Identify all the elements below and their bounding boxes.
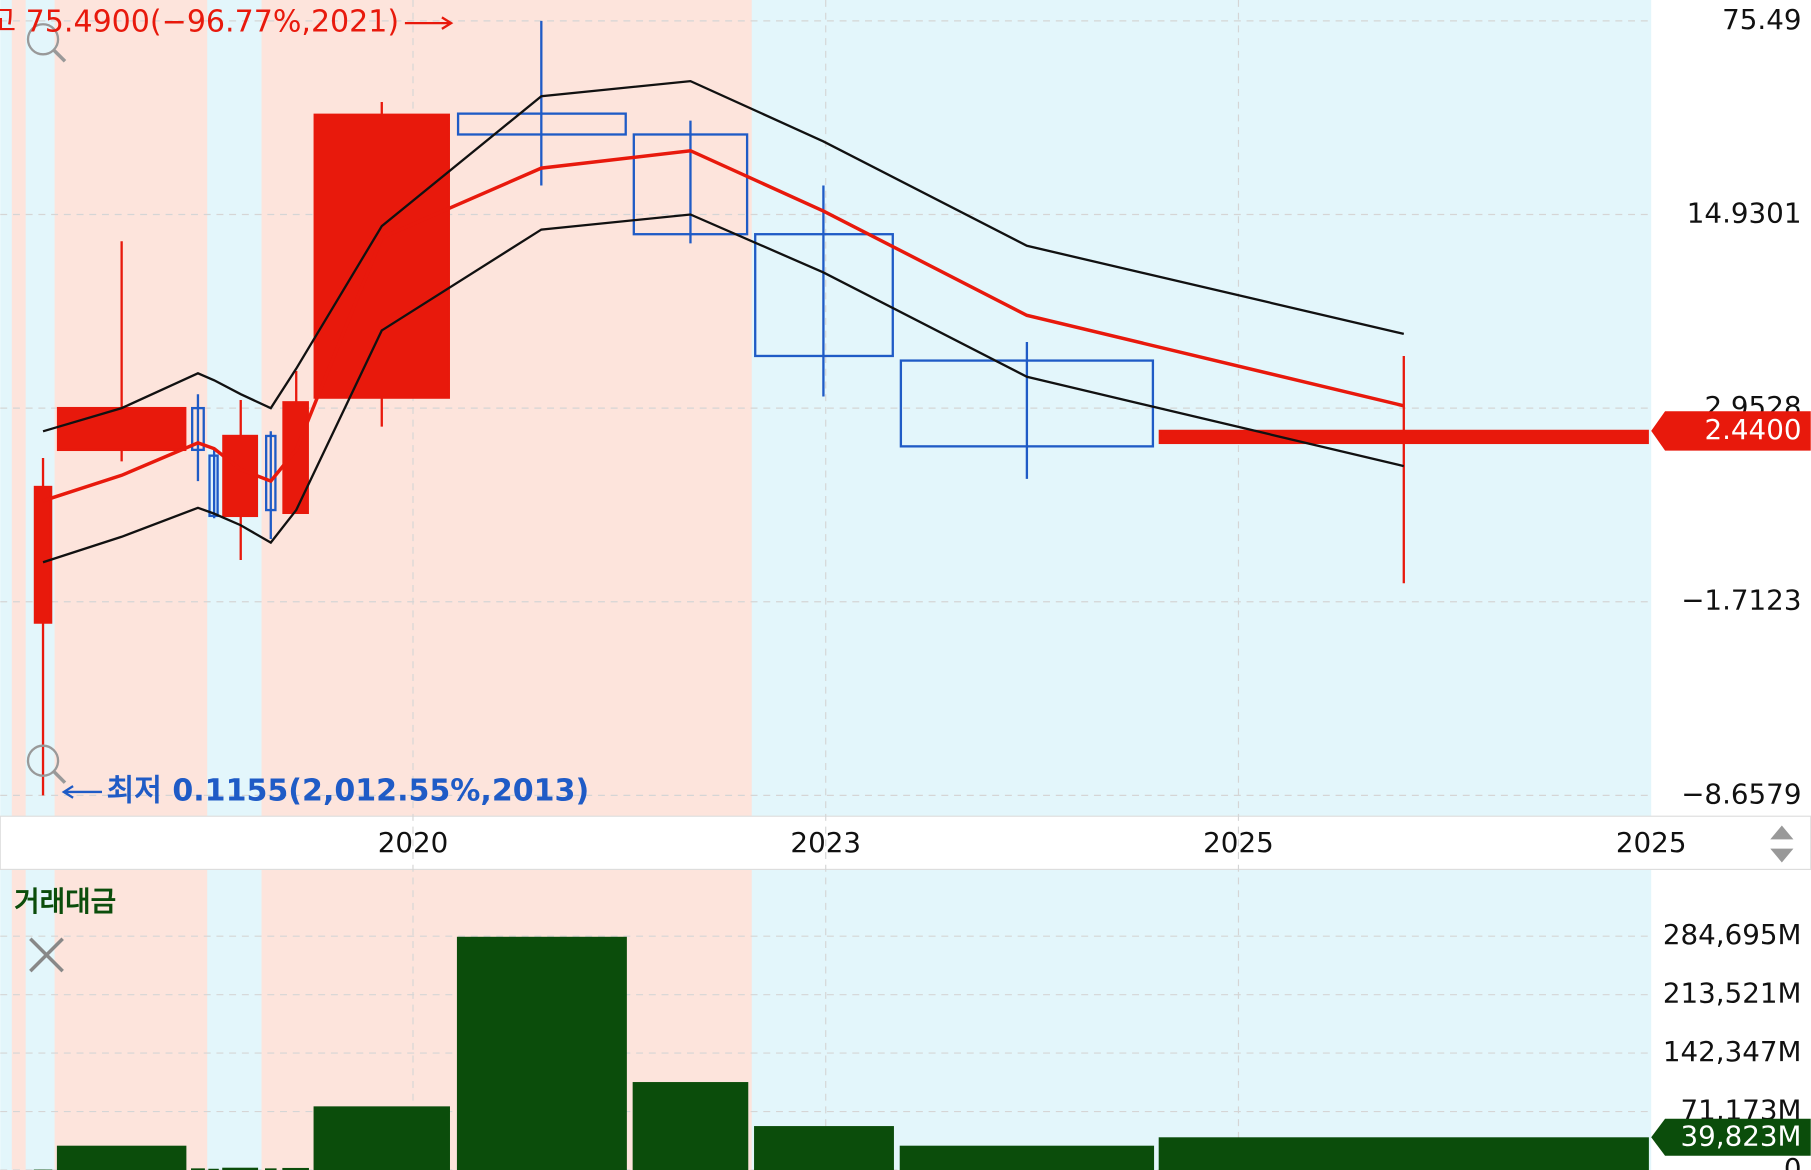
current-label: 39,823M <box>1681 1119 1802 1152</box>
candle-body <box>632 133 749 236</box>
x-tick-label: 2025 <box>1616 826 1687 859</box>
y-tick-label: 75.49 <box>1722 3 1801 36</box>
volume-bar <box>313 1106 450 1170</box>
band-line <box>42 148 1405 503</box>
high-annotation: 최고 75.4900(−96.77%,2021) <box>0 5 399 40</box>
x-tick-label: 2020 <box>378 826 449 859</box>
volume-bar <box>265 1168 277 1170</box>
volume-bar <box>754 1126 894 1170</box>
candle-body <box>208 454 219 518</box>
y-tick-label: 0 <box>1784 1152 1802 1170</box>
band-line <box>42 79 1405 433</box>
y-tick-label: 284,695M <box>1663 918 1802 951</box>
y-tick-label: 14.9301 <box>1687 196 1802 229</box>
volume-bar <box>208 1168 219 1170</box>
volume-bar <box>282 1167 309 1170</box>
scroll-arrows[interactable] <box>1770 825 1794 863</box>
x-tick-label: 2025 <box>1203 826 1274 859</box>
y-tick-label: −8.6579 <box>1681 777 1801 810</box>
volume-bar <box>56 1145 187 1170</box>
candle-body <box>191 406 205 452</box>
candle-body <box>899 359 1155 448</box>
volume-title: 거래대금 <box>14 885 116 918</box>
current-label: 2.4400 <box>1704 413 1801 446</box>
y-tick-label: 142,347M <box>1663 1035 1802 1068</box>
current-tag <box>1651 1118 1811 1156</box>
candle-body <box>1158 429 1649 445</box>
close-panel[interactable] <box>29 937 64 973</box>
volume-bar <box>1158 1137 1649 1170</box>
candle-body <box>456 112 627 136</box>
zoom-in[interactable] <box>26 23 60 56</box>
candle-body <box>56 406 187 452</box>
candle-body <box>754 233 894 358</box>
volume-bar <box>899 1145 1155 1170</box>
volume-bar <box>632 1082 749 1170</box>
low-annotation: 최저 0.1155(2,012.55%,2013) <box>107 773 590 808</box>
y-tick-label: 213,521M <box>1663 977 1802 1010</box>
band-line <box>42 213 1405 564</box>
current-tag <box>1651 411 1811 451</box>
y-tick-label: −1.7123 <box>1681 584 1801 617</box>
candle-body <box>282 401 309 515</box>
volume-bar <box>222 1167 259 1170</box>
candle-body <box>33 485 53 624</box>
volume-bar <box>456 936 627 1170</box>
volume-bar <box>191 1168 205 1170</box>
candle-body <box>222 434 259 518</box>
icons <box>26 16 1794 973</box>
x-tick-label: 2023 <box>790 826 861 859</box>
zoom-out[interactable] <box>26 744 60 777</box>
